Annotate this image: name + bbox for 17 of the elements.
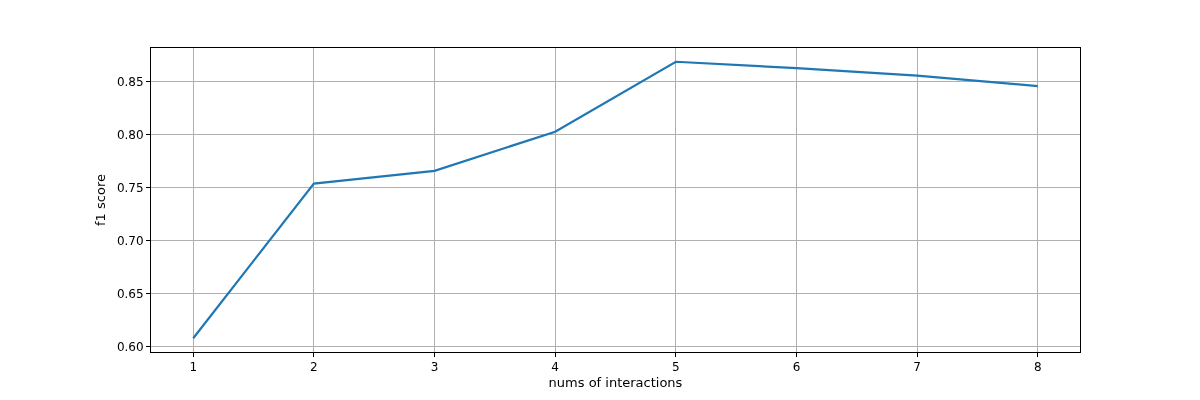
x-axis-title: nums of interactions	[548, 375, 683, 390]
x-tick-label: 4	[551, 360, 559, 375]
x-tick-label: 5	[672, 360, 680, 375]
x-tick-label: 7	[913, 360, 921, 375]
y-axis-title: f1 score	[92, 174, 108, 226]
x-tick-label: 6	[792, 360, 801, 375]
y-tick-label: 0.60	[116, 339, 144, 354]
line-series	[192, 60, 1039, 340]
x-tick-label: 3	[430, 360, 439, 375]
y-tick-label: 0.65	[116, 286, 144, 301]
y-tick-label: 0.85	[116, 75, 144, 90]
x-tick-label: 2	[310, 360, 318, 375]
x-tick-label: 1	[189, 360, 198, 375]
y-tick-label: 0.70	[116, 233, 144, 248]
y-tick-label: 0.75	[116, 181, 144, 196]
x-tick-label: 8	[1033, 360, 1042, 375]
y-tick-label: 0.80	[116, 128, 144, 143]
